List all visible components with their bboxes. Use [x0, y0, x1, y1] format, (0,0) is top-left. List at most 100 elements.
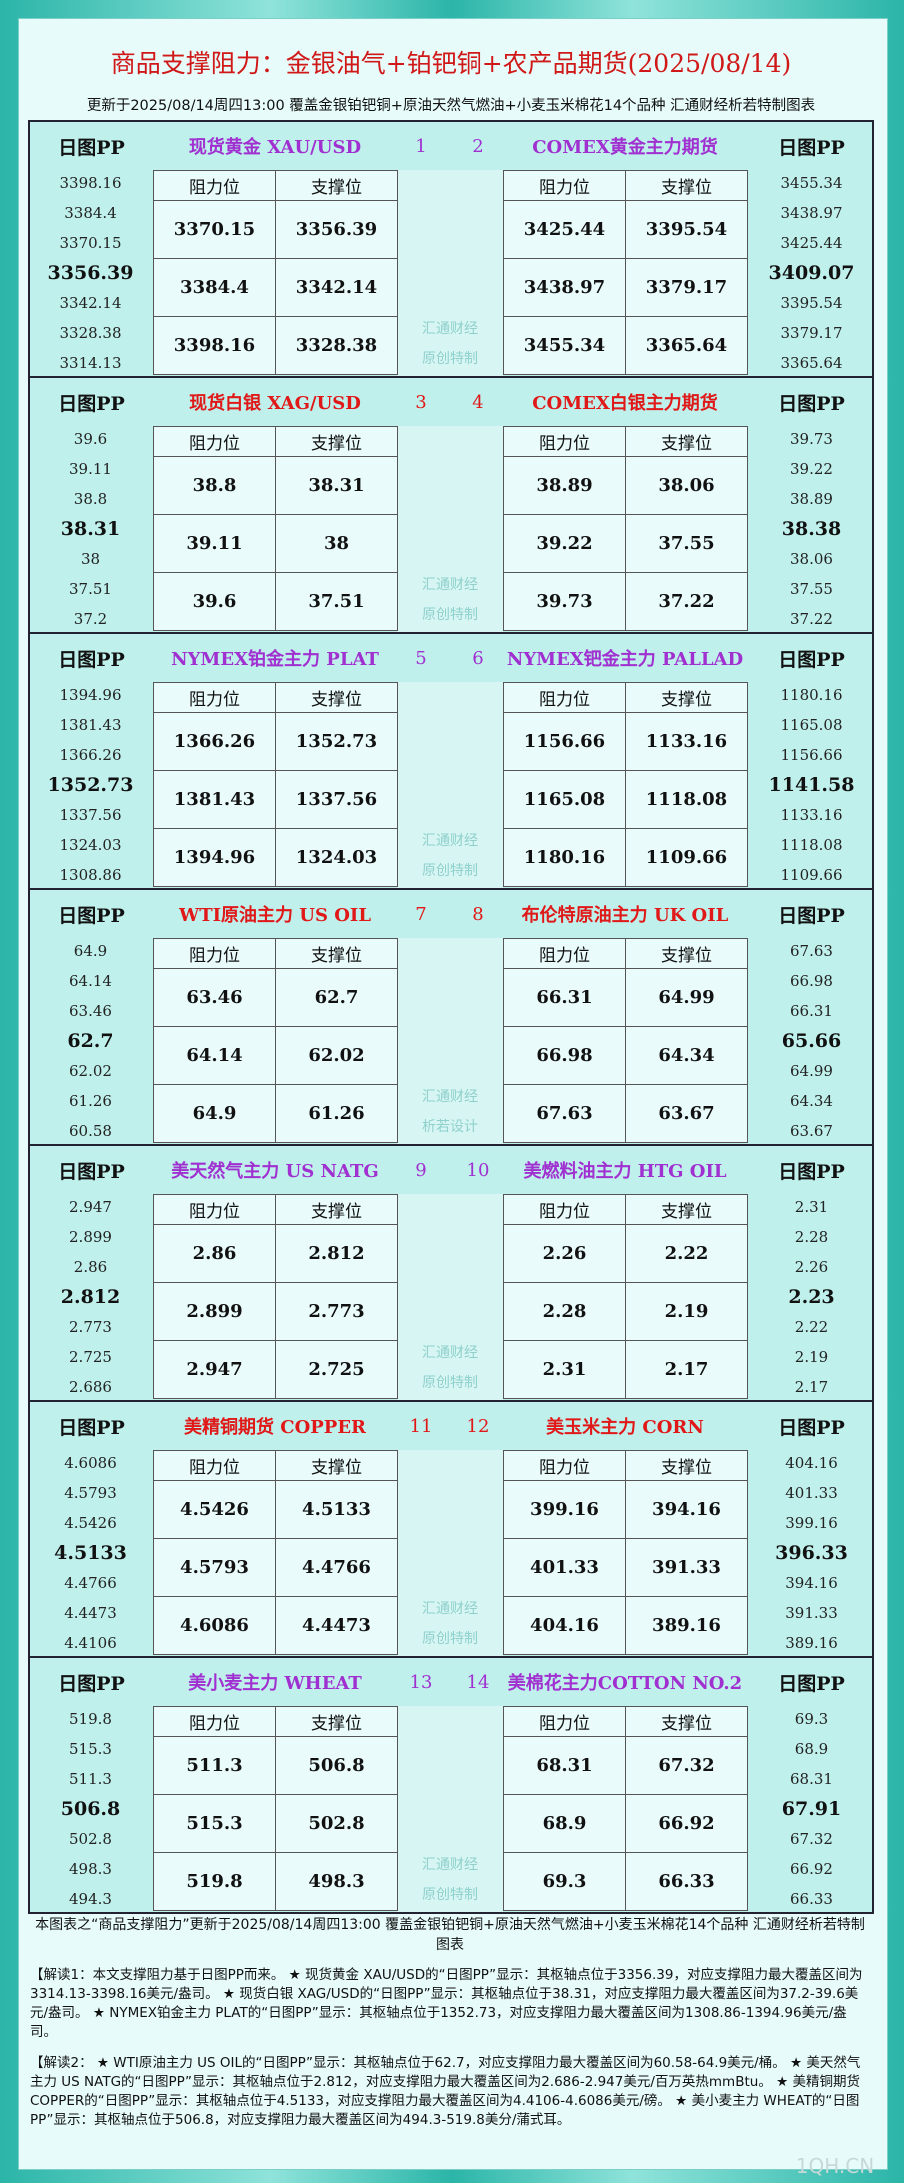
- instrument-name: COMEX白银主力期货: [532, 393, 718, 414]
- resistance-value: 4.6086: [153, 1596, 276, 1655]
- instrument-name: NYMEX铂金主力 PLAT: [171, 649, 379, 670]
- pp-value: 64.9: [73, 942, 108, 960]
- pp-value: 2.28: [794, 1228, 829, 1246]
- pp-value: 68.9: [794, 1740, 829, 1758]
- instrument-number: 8: [472, 903, 484, 925]
- footer: 本图表之“商品支撑阻力”更新于2025/08/14周四13:00 覆盖金银铂钯铜…: [35, 1917, 865, 1953]
- resistance-value: 511.3: [153, 1736, 276, 1795]
- column-header: 支撑位: [275, 938, 398, 969]
- instrument-name: 美精铜期货 COPPER: [183, 1417, 367, 1438]
- watermark: 汇通财经: [422, 1345, 478, 1361]
- pp-value: 2.22: [794, 1318, 829, 1336]
- pp-value: 67.32: [790, 1830, 833, 1848]
- support-value: 37.51: [275, 572, 398, 631]
- pivot-value: 62.7: [67, 1030, 114, 1052]
- pp-value: 1156.66: [780, 746, 843, 764]
- resistance-value: 2.899: [153, 1282, 276, 1341]
- resistance-value: 2.947: [153, 1340, 276, 1399]
- support-value: 63.67: [625, 1084, 748, 1143]
- pp-value: 3314.13: [59, 354, 122, 372]
- pp-value: 1324.03: [59, 836, 122, 854]
- column-header: 阻力位: [153, 938, 276, 969]
- pp-value: 39.6: [73, 430, 108, 448]
- column-header: 支撑位: [275, 1450, 398, 1481]
- resistance-value: 3398.16: [153, 316, 276, 375]
- column-header: 阻力位: [503, 938, 626, 969]
- pp-value: 38.89: [790, 490, 833, 508]
- support-value: 4.4766: [275, 1538, 398, 1597]
- resistance-value: 4.5426: [153, 1480, 276, 1539]
- resistance-value: 1156.66: [503, 712, 626, 771]
- middle-column: [397, 1450, 503, 1656]
- pp-value: 38.8: [73, 490, 108, 508]
- instrument-name: 现货黄金 XAU/USD: [188, 137, 362, 158]
- middle-column: [397, 170, 503, 376]
- pivot-value: 396.33: [775, 1542, 848, 1564]
- resistance-value: 404.16: [503, 1596, 626, 1655]
- instrument-number: 7: [415, 903, 427, 925]
- support-value: 2.22: [625, 1224, 748, 1283]
- pp-value: 519.8: [69, 1710, 112, 1728]
- pp-value: 1308.86: [59, 866, 122, 884]
- watermark: 原创特制: [422, 607, 478, 623]
- resistance-value: 519.8: [153, 1852, 276, 1911]
- title: 商品支撑阻力：金银油气+铂钯铜+农产品期货(2025/08/14): [110, 49, 792, 78]
- support-value: 3328.38: [275, 316, 398, 375]
- support-value: 38.06: [625, 456, 748, 515]
- column-header: 阻力位: [503, 426, 626, 457]
- pp-value: 66.31: [790, 1002, 833, 1020]
- instrument-number: 12: [466, 1415, 490, 1437]
- subtitle: 更新于2025/08/14周四13:00 覆盖金银铂钯铜+原油天然气燃油+小麦玉…: [86, 97, 816, 114]
- resistance-value: 2.31: [503, 1340, 626, 1399]
- watermark: 原创特制: [422, 1887, 478, 1903]
- pp-value: 64.14: [69, 972, 112, 990]
- pivot-value: 67.91: [781, 1798, 842, 1820]
- resistance-value: 39.6: [153, 572, 276, 631]
- instrument-number: 6: [472, 647, 484, 669]
- support-value: 38.31: [275, 456, 398, 515]
- note: 【解读2： ★ WTI原油主力 US OIL的“日图PP”显示：其枢轴点位于62…: [30, 2055, 861, 2128]
- support-value: 2.812: [275, 1224, 398, 1283]
- column-header: 支撑位: [275, 1706, 398, 1737]
- resistance-value: 39.22: [503, 514, 626, 573]
- pp-header: 日图PP: [58, 136, 125, 159]
- instrument-name: 布伦特原油主力 UK OIL: [521, 905, 729, 926]
- pp-value: 37.55: [790, 580, 833, 598]
- support-value: 4.5133: [275, 1480, 398, 1539]
- pp-value: 494.3: [69, 1890, 112, 1908]
- pp-value: 4.5426: [64, 1514, 117, 1532]
- pp-value: 4.5793: [64, 1484, 117, 1502]
- column-header: 阻力位: [503, 1706, 626, 1737]
- pp-value: 67.63: [790, 942, 833, 960]
- pp-value: 1381.43: [59, 716, 122, 734]
- resistance-value: 399.16: [503, 1480, 626, 1539]
- pp-value: 391.33: [785, 1604, 838, 1622]
- pp-header: 日图PP: [58, 392, 125, 415]
- pp-value: 3379.17: [780, 324, 843, 342]
- pp-header: 日图PP: [58, 648, 125, 671]
- support-value: 61.26: [275, 1084, 398, 1143]
- column-header: 阻力位: [503, 1194, 626, 1225]
- support-value: 394.16: [625, 1480, 748, 1539]
- instrument-number: 11: [409, 1415, 433, 1437]
- pp-value: 399.16: [785, 1514, 838, 1532]
- pp-value: 66.92: [790, 1860, 833, 1878]
- pp-value: 3365.64: [780, 354, 843, 372]
- support-value: 506.8: [275, 1736, 398, 1795]
- pivot-value: 65.66: [781, 1030, 842, 1052]
- support-value: 67.32: [625, 1736, 748, 1795]
- column-header: 阻力位: [153, 1194, 276, 1225]
- column-header: 支撑位: [275, 682, 398, 713]
- pp-value: 3328.38: [59, 324, 122, 342]
- pp-value: 63.67: [790, 1122, 833, 1140]
- pp-value: 3384.4: [64, 204, 117, 222]
- pp-header: 日图PP: [778, 1672, 845, 1695]
- watermark: 汇通财经: [422, 577, 478, 593]
- note: 【解读1：本文支撑阻力基于日图PP而来。 ★ 现货黄金 XAU/USD的“日图P…: [30, 1967, 863, 2040]
- support-value: 1118.08: [625, 770, 748, 829]
- resistance-value: 515.3: [153, 1794, 276, 1853]
- column-header: 支撑位: [625, 1194, 748, 1225]
- pp-value: 394.16: [785, 1574, 838, 1592]
- pp-value: 4.4766: [64, 1574, 117, 1592]
